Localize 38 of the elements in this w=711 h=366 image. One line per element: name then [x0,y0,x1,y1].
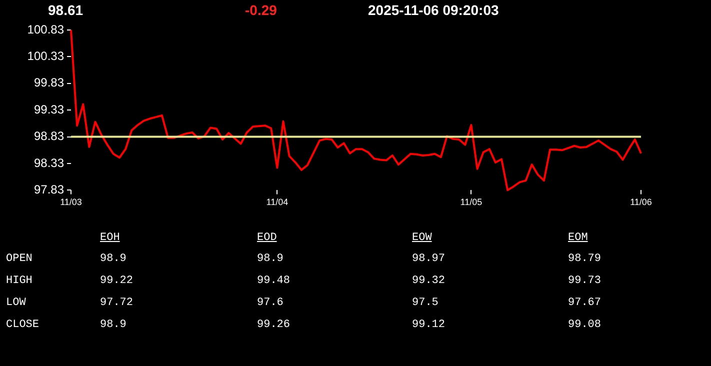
text: 97.67 [568,297,602,309]
text: 98.9 [100,319,126,331]
text: 99.12 [412,319,446,331]
text: 97.6 [257,297,284,309]
text: 99.08 [568,319,602,331]
text: 98.9 [257,253,284,265]
text: EOD [257,232,277,244]
text: 98.79 [568,253,602,265]
y-tick-label: 99.83 [34,76,64,90]
text: 99.48 [257,275,290,287]
text: 99.26 [257,319,290,331]
y-tick-label: 100.33 [27,49,64,64]
text: HIGH [6,275,32,287]
text: 99.73 [568,275,602,287]
x-tick-label: 11/06 [630,197,652,208]
text: 2025-11-06 09:20:03 [368,2,499,18]
text: 97.72 [100,297,134,309]
text: 98.9 [100,253,126,265]
text: 98.97 [412,253,446,265]
x-tick-label: 11/05 [460,197,482,208]
chart-subtitle: -0.29 [245,2,277,18]
text: LOW [6,297,26,309]
x-tick-label: 11/03 [60,197,82,208]
x-tick-label: 11/04 [266,197,288,208]
y-tick-label: 99.33 [34,102,64,116]
y-tick-label: 98.83 [34,129,64,144]
text: OPEN [6,253,32,265]
text: 99.22 [100,275,134,287]
text: CLOSE [6,319,40,331]
text: 97.5 [412,297,438,309]
y-tick-label: 98.33 [34,156,64,170]
y-tick-label: 100.83 [27,22,64,36]
text: EOW [412,232,432,244]
text: EOH [100,232,120,244]
y-tick-label: 97.83 [34,182,64,197]
text: 99.32 [412,275,446,287]
text: EOM [568,232,588,244]
chart-title: 98.61 [48,2,84,18]
